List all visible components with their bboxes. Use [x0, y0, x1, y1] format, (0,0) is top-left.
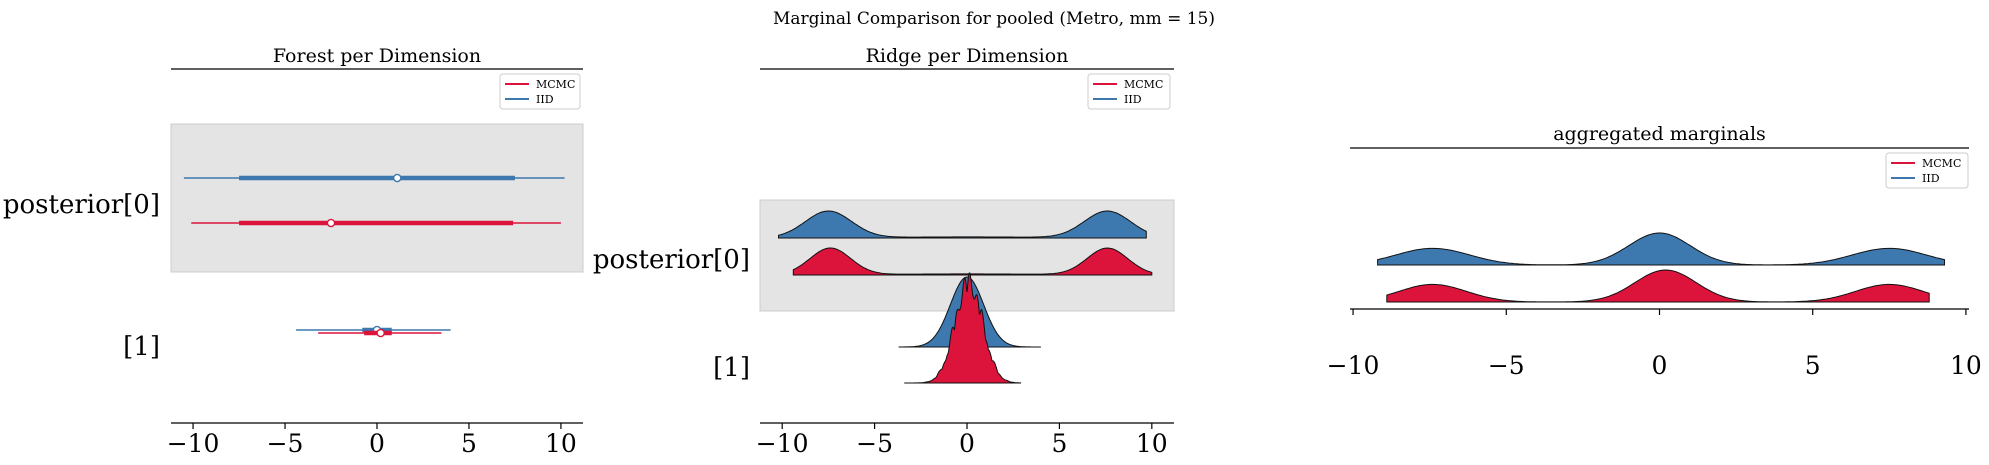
- x-tick-label: −5: [856, 429, 893, 458]
- highlight-band: [170, 123, 584, 273]
- ridge-density: [792, 247, 1153, 276]
- x-tick-label: 5: [1051, 429, 1067, 458]
- legend-label-iid: IID: [1124, 93, 1142, 106]
- ridge-density: [1377, 232, 1945, 266]
- legend-label-mcmc: MCMC: [1124, 78, 1163, 91]
- x-tick-label: 0: [959, 429, 975, 458]
- x-tick-label: 10: [1136, 429, 1168, 458]
- x-tick-label: −10: [167, 429, 220, 458]
- legend-label-mcmc: MCMC: [536, 78, 575, 91]
- y-tick-label: [1]: [713, 353, 750, 383]
- x-tick-label: 10: [1950, 351, 1982, 380]
- forest-point: [392, 173, 402, 183]
- x-tick-label: 5: [1805, 351, 1821, 380]
- legend: MCMC IID: [1087, 73, 1171, 110]
- ridge-density: [778, 210, 1147, 239]
- y-tick-label: posterior[0]: [3, 190, 160, 220]
- legend-label-iid: IID: [1922, 172, 1940, 185]
- legend: MCMC IID: [1885, 152, 1969, 189]
- x-tick-label: 10: [545, 429, 577, 458]
- x-tick-label: −10: [1327, 351, 1380, 380]
- forest-point: [326, 218, 336, 228]
- legend-label-mcmc: MCMC: [1922, 157, 1961, 170]
- ridge-density: [904, 272, 1022, 384]
- figure-suptitle: Marginal Comparison for pooled (Metro, m…: [773, 9, 1215, 29]
- ridge-density: [1386, 269, 1930, 303]
- legend-frame: [499, 73, 581, 110]
- panel-title: Ridge per Dimension: [866, 45, 1069, 67]
- x-tick-label: −10: [756, 429, 809, 458]
- forest-point: [376, 328, 385, 338]
- x-tick-label: −5: [267, 429, 304, 458]
- legend: MCMC IID: [499, 73, 581, 110]
- y-tick-label: posterior[0]: [593, 245, 750, 275]
- x-tick-label: 0: [369, 429, 385, 458]
- panel-title: aggregated marginals: [1553, 123, 1766, 145]
- x-tick-label: 5: [461, 429, 477, 458]
- y-tick-label: [1]: [123, 332, 160, 362]
- legend-frame: [1885, 152, 1969, 189]
- panel-title: Forest per Dimension: [273, 45, 481, 67]
- legend-label-iid: IID: [536, 93, 554, 106]
- x-tick-label: 0: [1652, 351, 1668, 380]
- legend-frame: [1087, 73, 1171, 110]
- x-tick-label: −5: [1488, 351, 1525, 380]
